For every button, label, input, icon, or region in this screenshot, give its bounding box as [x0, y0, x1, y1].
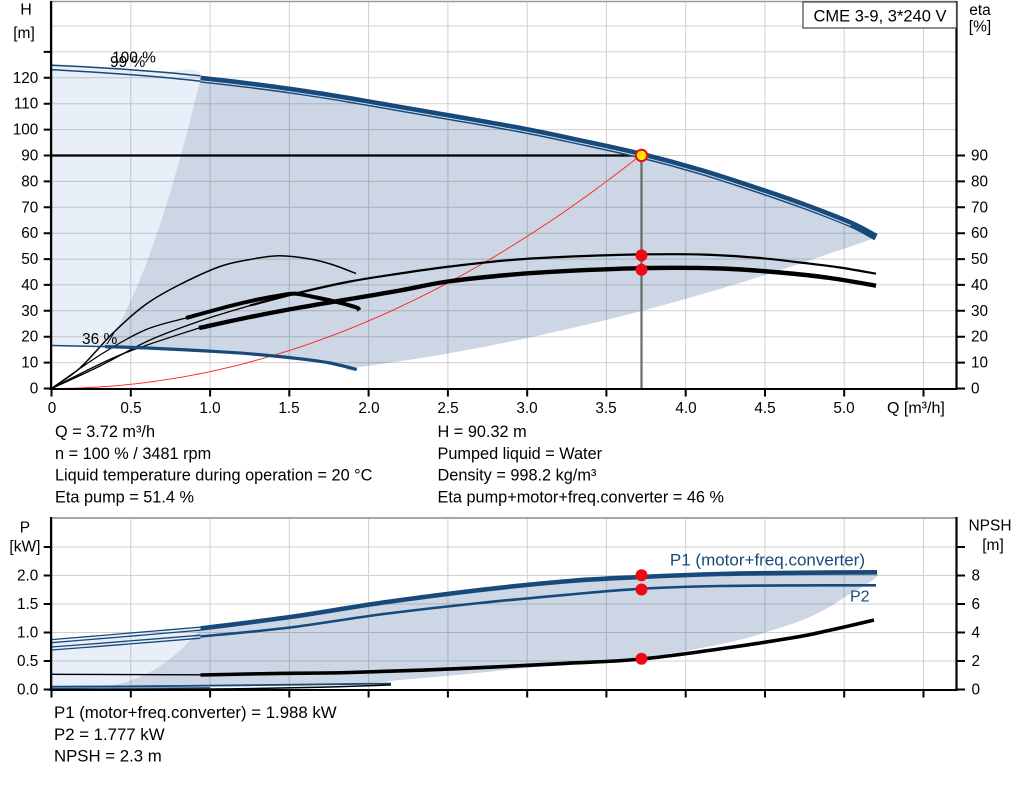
svg-text:0.5: 0.5 [120, 400, 141, 417]
svg-text:P1 (motor+freq.converter) = 1.: P1 (motor+freq.converter) = 1.988 kW [54, 703, 337, 722]
svg-text:110: 110 [14, 96, 38, 113]
svg-text:CME 3-9, 3*240 V: CME 3-9, 3*240 V [814, 8, 947, 26]
svg-text:[kW]: [kW] [9, 539, 40, 556]
svg-text:0: 0 [971, 381, 980, 398]
svg-text:Eta pump+motor+freq.converter: Eta pump+motor+freq.converter = 46 % [438, 488, 724, 506]
svg-text:6: 6 [972, 596, 981, 613]
svg-text:40: 40 [21, 277, 38, 294]
svg-text:80: 80 [21, 173, 38, 190]
svg-text:eta: eta [969, 2, 991, 19]
svg-text:0: 0 [30, 381, 39, 398]
svg-text:0: 0 [48, 400, 57, 417]
svg-text:70: 70 [971, 199, 988, 216]
svg-text:1.0: 1.0 [199, 400, 220, 417]
svg-text:60: 60 [971, 225, 988, 242]
svg-text:50: 50 [21, 251, 38, 268]
svg-text:2.0: 2.0 [17, 568, 38, 585]
svg-text:120: 120 [13, 70, 39, 87]
svg-text:1.5: 1.5 [17, 596, 38, 613]
svg-text:0.5: 0.5 [17, 653, 38, 670]
svg-text:H = 90.32 m: H = 90.32 m [438, 423, 527, 441]
svg-text:70: 70 [21, 199, 38, 216]
svg-text:Density = 998.2 kg/m³: Density = 998.2 kg/m³ [438, 467, 597, 485]
svg-text:1.0: 1.0 [17, 625, 38, 642]
svg-text:Q = 3.72 m³/h: Q = 3.72 m³/h [55, 423, 155, 441]
svg-text:4: 4 [972, 625, 981, 642]
svg-text:2.5: 2.5 [437, 400, 458, 417]
svg-text:60: 60 [21, 225, 38, 242]
svg-text:100: 100 [13, 122, 39, 139]
svg-text:30: 30 [971, 303, 988, 320]
svg-text:0.0: 0.0 [17, 682, 38, 699]
svg-text:P: P [20, 519, 30, 536]
svg-text:NPSH: NPSH [968, 518, 1011, 535]
svg-text:2.0: 2.0 [358, 400, 379, 417]
svg-text:[m]: [m] [13, 25, 35, 42]
svg-text:0: 0 [972, 682, 981, 699]
svg-text:90: 90 [971, 148, 988, 165]
svg-text:90: 90 [21, 148, 38, 165]
svg-text:20: 20 [971, 329, 988, 346]
svg-text:40: 40 [971, 277, 988, 294]
svg-text:10: 10 [21, 355, 38, 372]
svg-text:4.0: 4.0 [675, 400, 696, 417]
svg-text:NPSH = 2.3 m: NPSH = 2.3 m [54, 747, 162, 766]
svg-text:n = 100 % / 3481 rpm: n = 100 % / 3481 rpm [55, 445, 211, 463]
svg-text:[%]: [%] [969, 19, 991, 36]
svg-text:3.0: 3.0 [516, 400, 537, 417]
svg-text:Q [m³/h]: Q [m³/h] [887, 400, 945, 417]
svg-text:Liquid temperature during oper: Liquid temperature during operation = 20… [55, 467, 373, 485]
svg-text:Pumped liquid = Water: Pumped liquid = Water [438, 445, 603, 463]
svg-text:Eta pump = 51.4 %: Eta pump = 51.4 % [55, 488, 194, 506]
svg-text:5.0: 5.0 [833, 400, 854, 417]
svg-text:10: 10 [971, 355, 988, 372]
svg-text:20: 20 [21, 329, 38, 346]
svg-text:99 %: 99 % [110, 54, 146, 71]
svg-text:P2: P2 [850, 589, 870, 606]
svg-text:36 %: 36 % [82, 331, 118, 348]
svg-text:50: 50 [971, 251, 988, 268]
svg-text:30: 30 [21, 303, 38, 320]
svg-text:2: 2 [972, 653, 981, 670]
svg-text:1.5: 1.5 [278, 400, 299, 417]
svg-text:H: H [20, 2, 32, 19]
svg-text:4.5: 4.5 [754, 400, 775, 417]
svg-text:P2 = 1.777 kW: P2 = 1.777 kW [54, 725, 165, 744]
svg-text:80: 80 [971, 173, 988, 190]
svg-text:100 %: 100 % [112, 50, 156, 67]
svg-text:8: 8 [972, 568, 981, 585]
svg-text:P1 (motor+freq.converter): P1 (motor+freq.converter) [670, 551, 865, 570]
svg-text:3.5: 3.5 [595, 400, 616, 417]
svg-text:[m]: [m] [982, 537, 1004, 554]
